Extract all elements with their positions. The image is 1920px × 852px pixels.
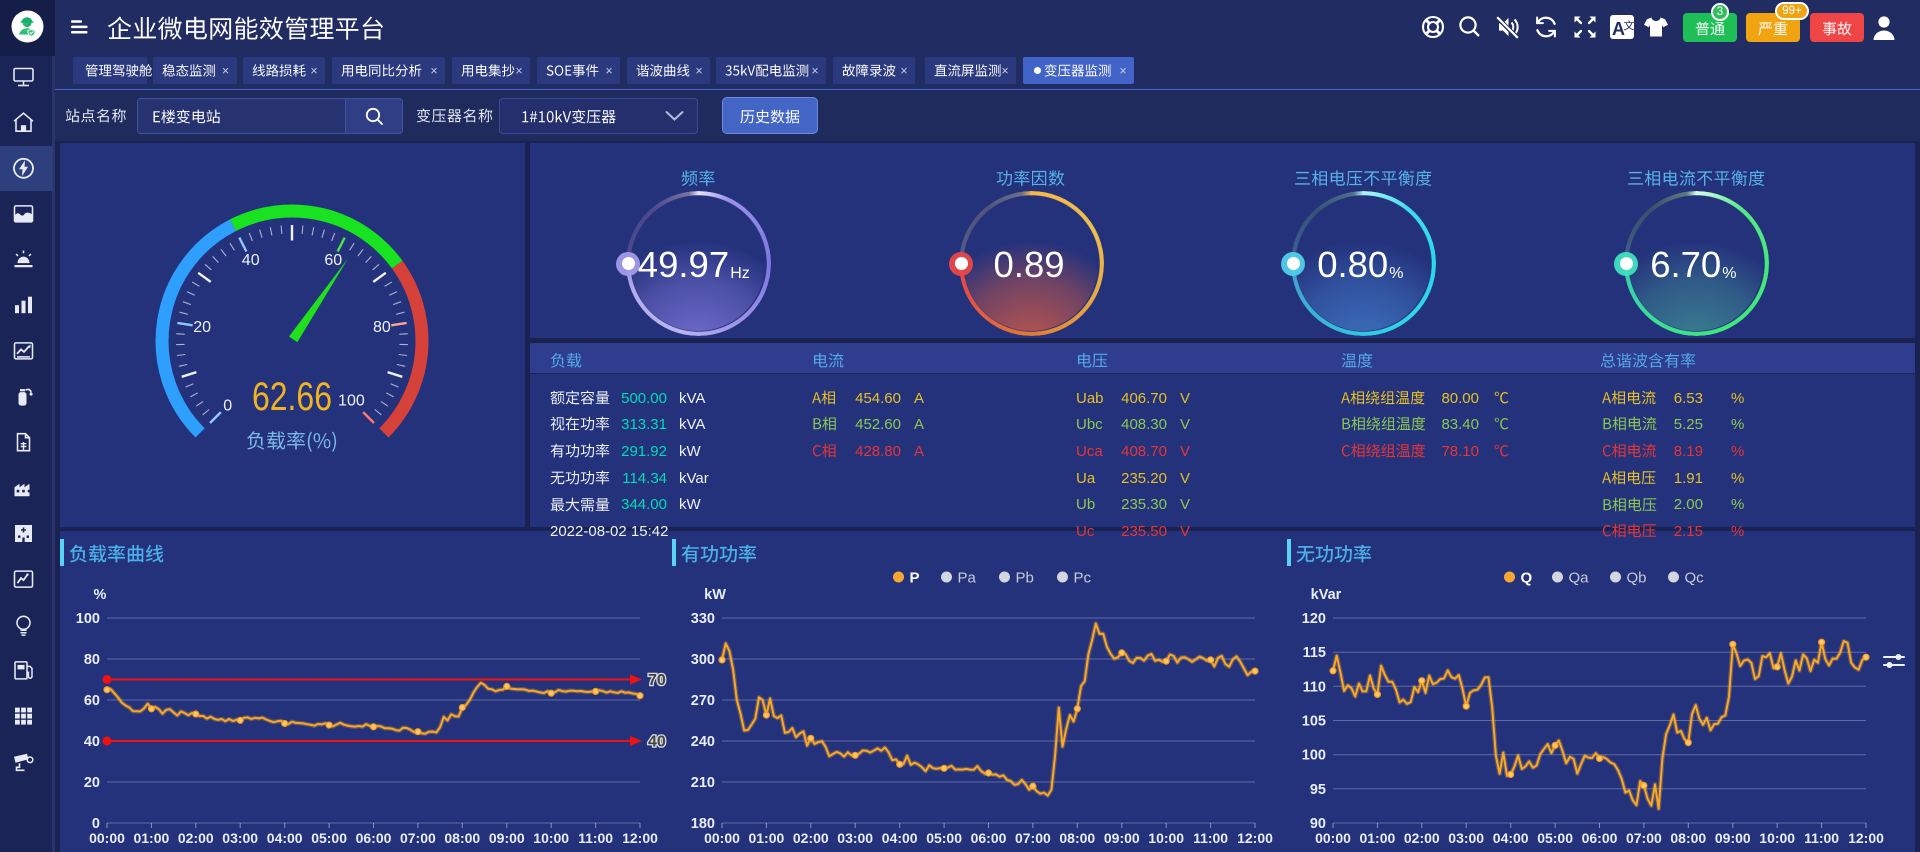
svg-text:A: A [1612, 19, 1625, 39]
svg-text:03:00: 03:00 [222, 830, 258, 846]
svg-text:%: % [94, 587, 107, 603]
svg-text:02:00: 02:00 [178, 830, 214, 846]
svg-text:11:00: 11:00 [578, 830, 613, 846]
svg-text:06:00: 06:00 [971, 830, 1007, 846]
svg-text:100: 100 [1302, 748, 1326, 764]
svg-text:08:00: 08:00 [1670, 830, 1706, 846]
svg-text:05:00: 05:00 [1537, 830, 1573, 846]
svg-text:09:00: 09:00 [489, 830, 525, 846]
svg-text:10:00: 10:00 [533, 830, 569, 846]
svg-text:06:00: 06:00 [356, 830, 392, 846]
svg-text:03:00: 03:00 [1448, 830, 1484, 846]
svg-text:01:00: 01:00 [133, 830, 169, 846]
svg-text:07:00: 07:00 [1626, 830, 1662, 846]
svg-text:120: 120 [1302, 611, 1326, 627]
svg-text:kW: kW [704, 587, 726, 603]
svg-text:90: 90 [1310, 816, 1326, 832]
svg-text:12:00: 12:00 [622, 830, 658, 846]
svg-text:01:00: 01:00 [1359, 830, 1395, 846]
svg-text:70: 70 [648, 672, 666, 689]
svg-text:100: 100 [338, 392, 365, 409]
svg-text:Qc: Qc [1685, 570, 1705, 587]
svg-text:40: 40 [84, 734, 100, 750]
svg-text:20: 20 [193, 319, 211, 336]
svg-text:06:00: 06:00 [1582, 830, 1618, 846]
svg-text:115: 115 [1303, 645, 1326, 661]
svg-text:00:00: 00:00 [89, 830, 125, 846]
svg-text:10:00: 10:00 [1759, 830, 1795, 846]
svg-text:05:00: 05:00 [926, 830, 962, 846]
svg-text:Pa: Pa [958, 570, 977, 587]
svg-text:180: 180 [691, 816, 715, 832]
svg-text:04:00: 04:00 [267, 830, 303, 846]
svg-text:Qa: Qa [1569, 570, 1590, 587]
svg-text:09:00: 09:00 [1715, 830, 1751, 846]
svg-text:40: 40 [242, 252, 260, 269]
svg-text:300: 300 [691, 652, 715, 668]
svg-text:40: 40 [648, 734, 666, 751]
svg-text:11:00: 11:00 [1193, 830, 1228, 846]
svg-text:kVar: kVar [1311, 587, 1342, 603]
svg-text:P: P [910, 570, 920, 587]
svg-text:02:00: 02:00 [793, 830, 829, 846]
svg-text:Q: Q [1521, 570, 1533, 587]
svg-text:02:00: 02:00 [1404, 830, 1440, 846]
svg-text:05:00: 05:00 [311, 830, 347, 846]
svg-text:01:00: 01:00 [748, 830, 784, 846]
svg-text:110: 110 [1303, 679, 1326, 695]
svg-text:09:00: 09:00 [1104, 830, 1140, 846]
svg-text:330: 330 [691, 611, 715, 627]
svg-text:Qb: Qb [1627, 570, 1647, 587]
svg-text:00:00: 00:00 [704, 830, 740, 846]
svg-text:0: 0 [223, 397, 232, 414]
svg-text:80: 80 [373, 319, 391, 336]
svg-text:270: 270 [691, 693, 715, 709]
svg-text:240: 240 [691, 734, 715, 750]
svg-text:12:00: 12:00 [1848, 830, 1884, 846]
svg-text:11:00: 11:00 [1804, 830, 1839, 846]
svg-text:04:00: 04:00 [1493, 830, 1529, 846]
svg-text:0: 0 [92, 816, 100, 832]
svg-text:Pc: Pc [1074, 570, 1092, 587]
svg-text:07:00: 07:00 [400, 830, 436, 846]
svg-text:00:00: 00:00 [1315, 830, 1351, 846]
svg-text:60: 60 [324, 252, 342, 269]
svg-text:12:00: 12:00 [1237, 830, 1273, 846]
svg-text:08:00: 08:00 [1059, 830, 1095, 846]
svg-text:60: 60 [84, 693, 100, 709]
svg-text:20: 20 [84, 775, 100, 791]
svg-text:03:00: 03:00 [837, 830, 873, 846]
svg-text:80: 80 [84, 652, 100, 668]
svg-text:95: 95 [1310, 782, 1326, 798]
svg-text:10:00: 10:00 [1148, 830, 1184, 846]
svg-text:07:00: 07:00 [1015, 830, 1051, 846]
svg-text:100: 100 [76, 611, 100, 627]
svg-text:Pb: Pb [1016, 570, 1034, 587]
svg-text:04:00: 04:00 [882, 830, 918, 846]
svg-text:105: 105 [1302, 714, 1326, 730]
svg-text:08:00: 08:00 [444, 830, 480, 846]
svg-text:210: 210 [691, 775, 715, 791]
